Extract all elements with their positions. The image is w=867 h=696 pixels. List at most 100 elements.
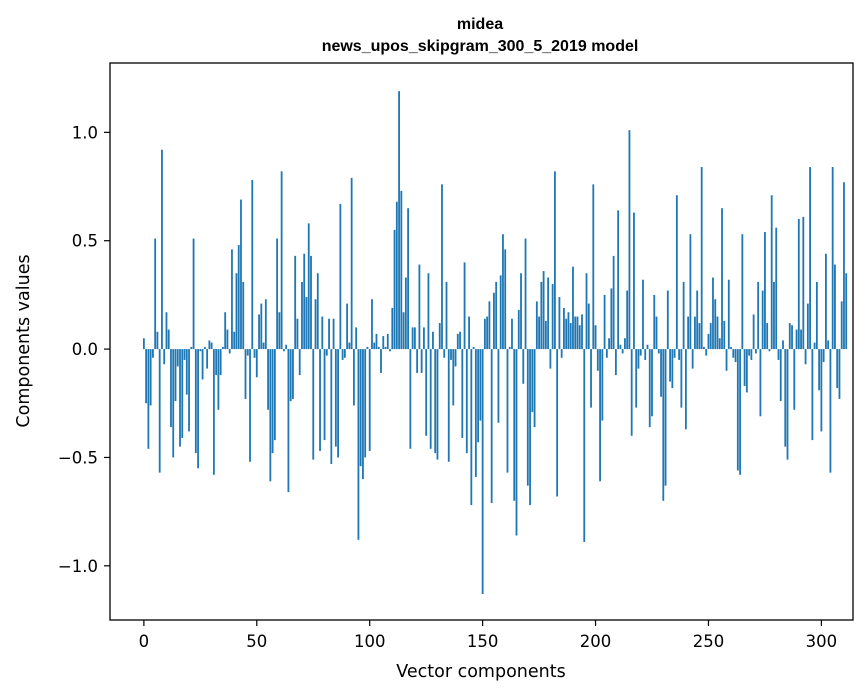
bar-113 — [398, 91, 400, 350]
bar-220 — [639, 349, 642, 356]
bar-40 — [233, 331, 236, 350]
bar-63 — [285, 344, 288, 350]
bar-122 — [418, 264, 421, 350]
plot-frame — [109, 62, 854, 621]
bar-135 — [447, 349, 450, 462]
bar-198 — [590, 349, 592, 408]
bar-190 — [572, 266, 574, 350]
bar-9 — [163, 349, 166, 365]
bar-55 — [267, 349, 269, 410]
bar-216 — [630, 349, 633, 436]
bar-12 — [170, 349, 172, 428]
bar-231 — [664, 349, 667, 486]
bar-31 — [212, 349, 215, 475]
bar-27 — [203, 346, 206, 350]
bar-33 — [217, 349, 220, 410]
bar-153 — [488, 301, 491, 350]
bar-288 — [793, 349, 796, 410]
bar-284 — [784, 349, 787, 447]
bar-101 — [371, 299, 373, 350]
x-tick-label: 300 — [806, 632, 838, 651]
bar-138 — [454, 349, 457, 367]
bar-247 — [700, 167, 703, 350]
x-tick-label: 200 — [580, 632, 612, 651]
bar-25 — [199, 349, 202, 352]
bar-29 — [208, 340, 211, 350]
bar-201 — [596, 349, 599, 371]
bar-108 — [386, 333, 389, 350]
bar-180 — [549, 349, 552, 369]
bar-199 — [592, 184, 595, 350]
bar-152 — [486, 316, 489, 350]
bar-94 — [355, 327, 358, 350]
bar-215 — [628, 130, 631, 350]
bar-137 — [452, 349, 455, 406]
bar-15 — [176, 349, 179, 367]
bar-98 — [364, 349, 367, 458]
bar-275 — [764, 232, 766, 350]
bar-139 — [456, 333, 459, 350]
bar-65 — [289, 349, 292, 402]
bar-299 — [818, 349, 821, 391]
bar-266 — [743, 349, 746, 386]
bar-51 — [258, 314, 260, 350]
bar-74 — [310, 255, 312, 350]
bar-81 — [325, 349, 328, 356]
bar-248 — [703, 346, 705, 350]
bar-304 — [829, 349, 832, 473]
bar-225 — [651, 349, 653, 417]
bar-150 — [481, 349, 484, 594]
x-axis-label: Vector components — [396, 662, 565, 682]
bar-2 — [147, 349, 150, 449]
bar-170 — [526, 349, 529, 486]
bar-202 — [599, 349, 601, 482]
bar-124 — [423, 327, 425, 350]
bar-293 — [804, 349, 807, 365]
bar-109 — [389, 349, 391, 352]
bar-19 — [185, 349, 188, 395]
bar-207 — [610, 288, 613, 350]
bar-172 — [531, 349, 534, 412]
bar-237 — [678, 349, 681, 360]
bar-58 — [273, 349, 276, 441]
bar-86 — [337, 349, 339, 458]
bar-191 — [574, 316, 577, 350]
bar-100 — [368, 349, 371, 451]
bar-41 — [235, 273, 238, 350]
bar-298 — [815, 281, 818, 350]
bar-103 — [375, 333, 378, 350]
bar-8 — [161, 149, 163, 350]
y-tick-label: 0.0 — [72, 340, 98, 359]
bar-77 — [316, 273, 319, 350]
bar-305 — [831, 167, 834, 350]
bar-110 — [391, 307, 394, 350]
bar-195 — [583, 349, 586, 542]
bar-272 — [757, 281, 760, 350]
bar-142 — [463, 262, 466, 350]
bar-203 — [601, 349, 604, 421]
bar-1 — [145, 349, 148, 404]
bar-38 — [228, 349, 231, 354]
bar-75 — [312, 349, 315, 460]
bar-130 — [436, 349, 439, 460]
bar-209 — [614, 349, 617, 376]
bar-229 — [660, 349, 662, 397]
bar-204 — [603, 294, 606, 350]
bar-59 — [276, 238, 279, 350]
bar-30 — [210, 342, 213, 350]
bar-263 — [736, 349, 739, 471]
bar-235 — [673, 349, 676, 358]
bar-119 — [411, 327, 414, 350]
bar-218 — [635, 349, 638, 408]
bar-5 — [154, 238, 157, 350]
bar-196 — [585, 273, 588, 350]
bar-234 — [671, 349, 674, 389]
bar-164 — [513, 349, 516, 501]
bar-17 — [181, 349, 184, 438]
bar-121 — [416, 349, 419, 373]
bar-184 — [558, 297, 561, 350]
bar-7 — [158, 349, 161, 473]
bar-226 — [653, 294, 656, 350]
bar-125 — [425, 349, 428, 436]
